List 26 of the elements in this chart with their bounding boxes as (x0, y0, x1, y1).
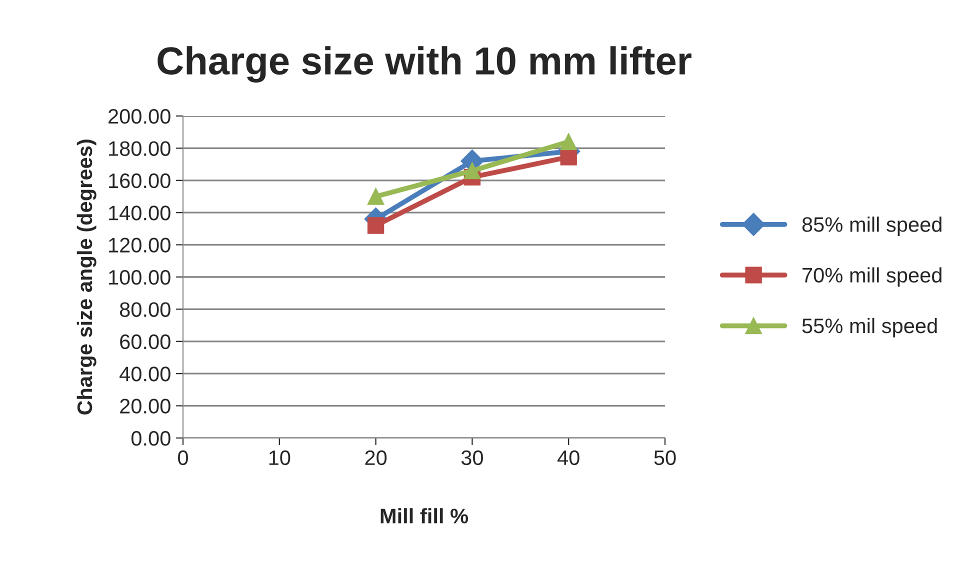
point (464, 162, 481, 180)
y-tick-label: 200.00 (108, 109, 170, 124)
chart-title: Charge size with 10 mm lifter (158, 46, 692, 83)
y-tick-label: 120.00 (109, 238, 170, 253)
x-axis-title: Mill fill % (380, 508, 468, 524)
x-tick-label: 30 (461, 450, 483, 466)
y-tick-label: 0.00 (131, 431, 170, 446)
legend-label: 85% mill speed (802, 216, 942, 236)
point (367, 188, 384, 205)
y-tick-label: 20.00 (120, 398, 170, 414)
point (367, 217, 384, 234)
y-tick-label: 180.00 (109, 141, 170, 156)
x-tick-label: 40 (557, 450, 580, 466)
x-tick-label: 10 (269, 450, 290, 466)
y-axis-title: Charge size angle (degrees) (76, 140, 96, 414)
x-tick-label: 50 (654, 450, 676, 466)
y-tick-label: 60.00 (120, 334, 170, 350)
x-tick-label: 0 (178, 450, 188, 466)
y-tick-label: 100.00 (109, 270, 170, 285)
y-tick-label: 40.00 (120, 366, 170, 382)
y-tick-label: 80.00 (120, 302, 170, 317)
legend-label: 70% mill speed (802, 267, 942, 287)
x-tick-label: 20 (365, 450, 387, 466)
y-tick-label: 140.00 (109, 206, 170, 220)
legend-label: 55% mil speed (802, 318, 937, 338)
y-tick-label: 160.00 (109, 173, 170, 188)
